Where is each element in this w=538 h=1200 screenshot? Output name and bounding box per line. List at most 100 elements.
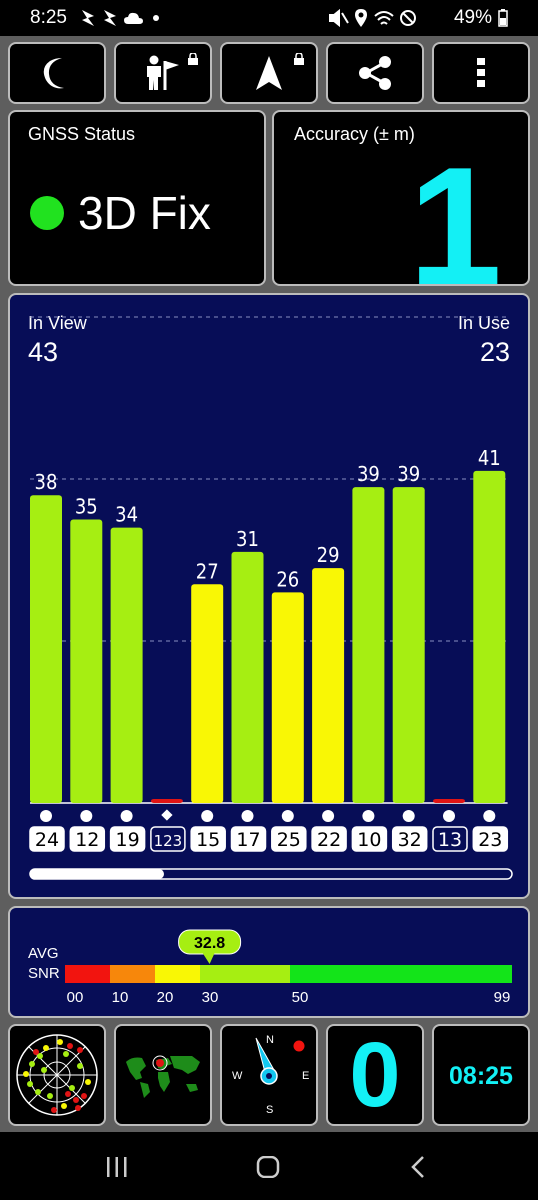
snr-tick-label: 30 — [202, 989, 219, 1006]
constellation-marker — [362, 810, 375, 822]
share-icon — [359, 56, 391, 90]
prn-box — [150, 826, 186, 852]
snr-value-label: 29 — [317, 543, 340, 567]
snr-bar — [231, 551, 264, 803]
back-icon[interactable] — [410, 1155, 426, 1179]
navigation-arrow-icon — [256, 56, 282, 90]
snr-value-label: 27 — [196, 559, 219, 583]
constellation-marker — [120, 810, 133, 822]
snr-value-label: 39 — [357, 462, 380, 486]
snr-tick-label: 00 — [67, 989, 84, 1006]
prn-label: 13 — [438, 829, 462, 851]
prn-label: 22 — [317, 829, 341, 851]
snr-value-label: 26 — [276, 567, 299, 591]
constellation-marker — [161, 809, 173, 821]
compass-east: E — [302, 1070, 310, 1082]
system-nav-bar — [0, 1132, 538, 1200]
prn-label: 123 — [154, 832, 183, 850]
accuracy-label: Accuracy (± m) — [294, 124, 415, 144]
compass-tile[interactable]: N E S W — [220, 1024, 318, 1126]
constellation-marker — [402, 810, 415, 822]
prn-box — [190, 826, 226, 852]
fix-indicator — [30, 196, 64, 230]
prn-box — [230, 826, 267, 852]
compass-north: N — [266, 1034, 274, 1046]
satellites-panel[interactable]: In View 43 In Use 23 38 24 35 12 34 19 123 27 15… — [8, 293, 530, 899]
snr-bar — [30, 495, 62, 803]
snr-tick-label: 10 — [112, 989, 129, 1006]
snr-value-label: 39 — [397, 462, 420, 486]
constellation-marker — [241, 810, 254, 822]
snr-value-label: 34 — [115, 503, 138, 527]
speed-value: 0 — [349, 1024, 401, 1126]
share-button[interactable] — [326, 42, 424, 104]
snr-bar — [433, 799, 465, 803]
prn-label: 19 — [116, 829, 140, 851]
snr-tick-label: 50 — [292, 989, 309, 1006]
in-view-count: 43 — [28, 337, 59, 367]
dot-icon — [153, 15, 159, 21]
avg-snr-value: 32.8 — [194, 935, 225, 952]
home-icon[interactable] — [256, 1156, 280, 1178]
compass-west: W — [232, 1070, 243, 1082]
constellation-marker — [281, 810, 294, 822]
system-status: 49% — [328, 7, 508, 29]
snr-scale-segment — [200, 965, 290, 983]
radar-view-tile[interactable] — [8, 1024, 106, 1126]
night-mode-button[interactable] — [8, 42, 106, 104]
menu-button[interactable] — [432, 42, 530, 104]
snr-scale-segment — [155, 965, 200, 983]
snr-value-label: 31 — [236, 527, 259, 551]
constellation-marker — [40, 810, 52, 822]
compass-needle-icon — [255, 1037, 305, 1085]
snr-scale-segment — [65, 965, 110, 983]
prn-label: 12 — [75, 829, 99, 851]
wifi-icon — [374, 11, 394, 25]
in-use-count: 23 — [479, 337, 510, 367]
constellation-marker — [443, 810, 455, 822]
person-flag-icon — [147, 55, 179, 90]
lock-icon — [294, 53, 304, 65]
notification-icons — [80, 8, 170, 33]
sky-radar-icon — [16, 1034, 98, 1116]
snr-label: SNR — [28, 965, 60, 982]
notify-arrow-icon — [104, 10, 116, 26]
prn-box — [311, 826, 347, 852]
recent-apps-icon[interactable] — [105, 1156, 129, 1178]
prn-label: 25 — [277, 829, 301, 851]
avg-snr-scale: AVG SNR 00 10 20 30 50 99 32.8 — [28, 929, 512, 1006]
snr-bar — [352, 487, 385, 803]
clock-tile[interactable]: 08:25 — [432, 1024, 530, 1126]
prn-label: 32 — [398, 829, 422, 851]
status-button[interactable] — [114, 42, 212, 104]
prn-label: 10 — [357, 829, 381, 851]
battery-icon — [498, 9, 508, 27]
speed-tile[interactable]: 0 — [326, 1024, 424, 1126]
navigate-button[interactable] — [220, 42, 318, 104]
in-use-label: In Use — [457, 313, 510, 333]
accuracy-panel[interactable]: Accuracy (± m) 1 — [272, 110, 530, 310]
world-map-icon — [126, 1055, 200, 1098]
prn-label: 17 — [236, 829, 260, 851]
constellation-marker — [483, 810, 496, 822]
gnss-status-label: GNSS Status — [28, 124, 136, 144]
snr-scale-segment — [110, 965, 155, 983]
cloud-icon — [124, 12, 143, 24]
gnss-status-panel[interactable]: GNSS Status 3D Fix — [8, 110, 266, 286]
snr-bar — [150, 799, 183, 803]
clock-value: 08:25 — [449, 1062, 513, 1090]
prn-label: 24 — [35, 829, 59, 851]
fix-status: 3D Fix — [78, 187, 211, 239]
prn-box — [29, 826, 65, 852]
compass-south: S — [266, 1104, 274, 1116]
snr-bar — [70, 519, 103, 803]
prn-box — [351, 826, 388, 852]
snr-tick-label: 99 — [494, 989, 511, 1006]
constellation-marker — [201, 810, 214, 822]
prn-box — [69, 826, 106, 852]
prn-box — [391, 826, 428, 852]
avg-label: AVG — [28, 945, 59, 962]
snr-bar — [473, 470, 506, 803]
world-map-tile[interactable] — [114, 1024, 212, 1126]
snr-scale-segment — [290, 965, 512, 983]
